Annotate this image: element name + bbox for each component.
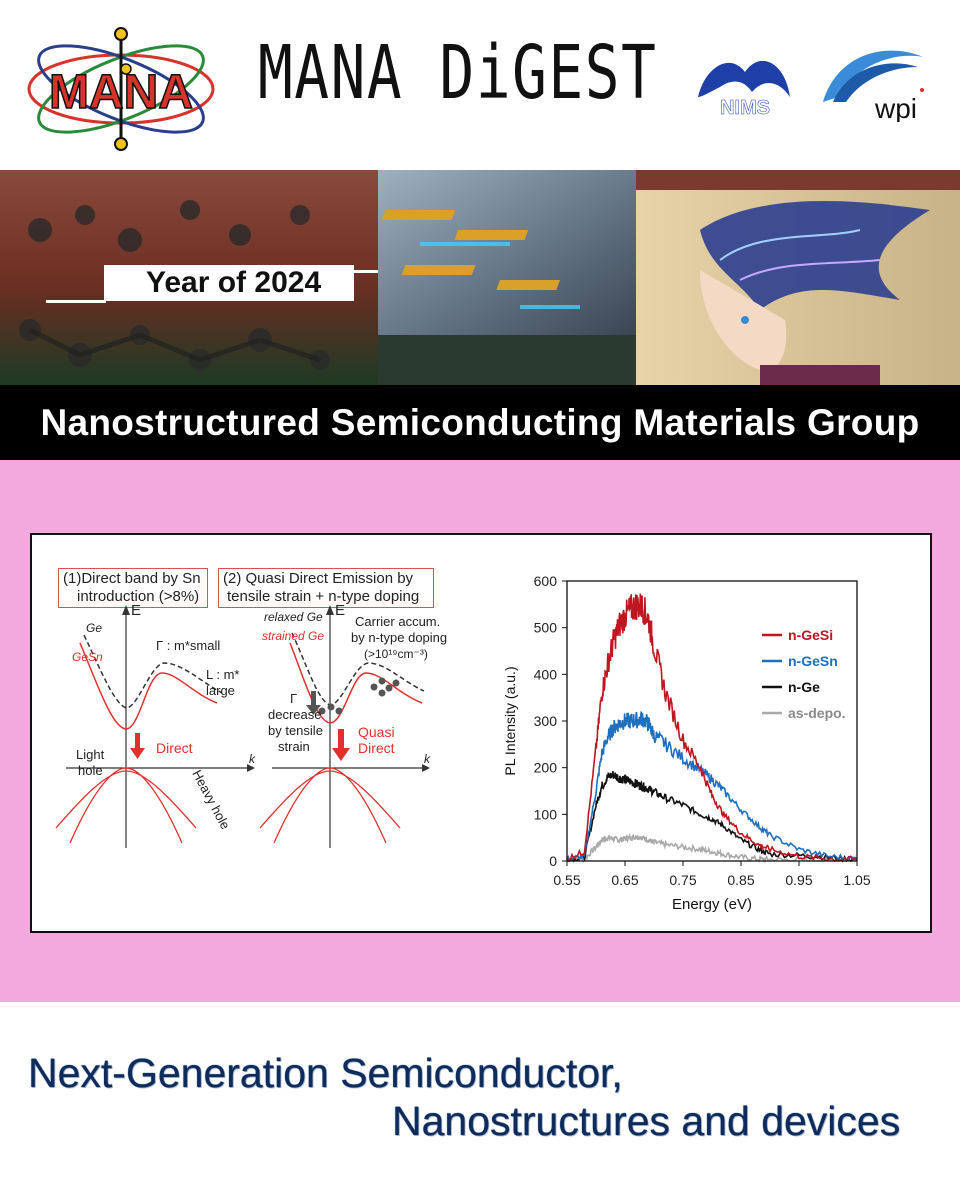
right-relaxed-band — [291, 632, 425, 706]
band-diagram: Ge GeSn E Γ : m*small L : m* large Direc… — [55, 602, 447, 848]
y-tick-label: 400 — [534, 666, 558, 682]
left-gesn-band — [79, 642, 218, 730]
right-relaxed-label: relaxed Ge — [264, 610, 323, 624]
band-label-2-line2: tensile strain + n-type doping — [227, 588, 420, 605]
svg-text:MANA: MANA — [49, 66, 193, 119]
left-direct-label: Direct — [156, 740, 193, 756]
banner-images: Year of 2024 — [0, 170, 960, 385]
right-gamma-3: by tensile — [268, 723, 323, 738]
right-gamma-1: Γ — [290, 691, 297, 706]
x-tick-label: 1.05 — [843, 872, 870, 888]
left-k-label: k — [249, 752, 256, 766]
digest-title: MANA DiGEST — [258, 30, 658, 116]
right-strained-band — [289, 642, 423, 724]
year-decor-line-right — [354, 270, 378, 273]
legend-label: n-Ge — [788, 679, 820, 695]
svg-text:NIMS: NIMS — [720, 97, 770, 119]
left-direct-arrow — [130, 748, 145, 759]
y-tick-label: 100 — [534, 806, 558, 822]
x-tick-label: 0.95 — [785, 872, 812, 888]
left-light-hole-band — [69, 767, 183, 844]
right-gamma-2: decrease — [268, 707, 321, 722]
right-e-label: E — [335, 602, 345, 619]
band-diagram-left: Ge GeSn E Γ : m*small L : m* large Direc… — [55, 602, 256, 848]
left-l-label-2: large — [206, 683, 235, 698]
left-light-hole-1: Light — [76, 747, 105, 762]
year-label: Year of 2024 — [146, 266, 322, 299]
right-quasi-2: Direct — [358, 740, 395, 756]
y-axis-label: PL Intensity (a.u.) — [502, 666, 518, 775]
legend-label: as-depo. — [788, 705, 846, 721]
series-line-n-gesn — [566, 711, 858, 862]
y-tick-label: 300 — [534, 713, 558, 729]
legend-label: n-GeSi — [788, 627, 833, 643]
right-carrier-3: (>10¹⁹cm⁻³) — [364, 647, 428, 661]
figure-box: (1)Direct band by Sn introduction (>8%) … — [30, 533, 932, 933]
banner-graphic — [0, 170, 960, 385]
right-strained-label: strained Ge — [262, 629, 324, 643]
x-tick-label: 0.65 — [611, 872, 638, 888]
band-label-1-line1: (1)Direct band by Sn — [63, 570, 201, 587]
pl-chart: 0 100 200 300 400 500 600 0.55 0.65 0.75 0.85 0.95 1… — [502, 573, 871, 913]
x-tick-label: 0.85 — [727, 872, 754, 888]
nims-logo: NIMS — [698, 60, 790, 119]
x-tick-label: 0.55 — [553, 872, 580, 888]
left-ge-label: Ge — [86, 621, 102, 635]
y-tick-label: 600 — [534, 573, 558, 589]
band-label-1-line2: introduction (>8%) — [77, 588, 200, 605]
series-line-n-ge — [566, 771, 858, 863]
band-label-2: (2) Quasi Direct Emission by tensile str… — [218, 568, 434, 608]
header: MANA MANA DiGEST NIMS wpi — [0, 0, 960, 170]
band-label-2-line1: (2) Quasi Direct Emission by — [223, 570, 414, 587]
year-decor-line-left — [46, 300, 106, 303]
left-gamma-label: Γ : m*small — [156, 638, 220, 653]
x-axis-label: Energy (eV) — [672, 896, 752, 913]
right-quasi-arrow — [332, 748, 350, 761]
left-heavy-hole-label: Heavy hole — [189, 767, 233, 831]
left-ge-band — [83, 634, 223, 709]
group-title: Nanostructured Semiconducting Materials … — [40, 402, 920, 443]
mana-logo: MANA — [27, 27, 215, 151]
right-carrier-1: Carrier accum. — [355, 614, 440, 629]
bottom-area — [0, 1002, 960, 1200]
left-l-label-1: L : m* — [206, 667, 239, 682]
right-heavy-hole-band — [259, 770, 401, 829]
left-gesn-label: GeSn — [72, 650, 103, 664]
right-quasi-1: Quasi — [358, 724, 395, 740]
series-line-n-gesi — [566, 593, 858, 863]
legend-label: n-GeSn — [788, 653, 838, 669]
y-tick-label: 200 — [534, 760, 558, 776]
right-gamma-4: strain — [278, 739, 310, 754]
right-k-label: k — [424, 752, 431, 766]
year-label-box — [104, 265, 354, 301]
x-tick-label: 0.75 — [669, 872, 696, 888]
right-carrier-dots — [318, 677, 400, 715]
footer-line-1: Next-Generation Semiconductor, — [28, 1050, 623, 1096]
group-bar: Nanostructured Semiconducting Materials … — [0, 385, 960, 460]
left-e-label: E — [131, 602, 141, 619]
y-tick-label: 500 — [534, 620, 558, 636]
band-diagram-right: relaxed Ge strained Ge E Carrier accum. … — [259, 602, 447, 848]
right-carrier-2: by n-type doping — [351, 630, 447, 645]
left-light-hole-2: hole — [78, 763, 103, 778]
band-label-1: (1)Direct band by Sn introduction (>8%) — [58, 568, 208, 608]
svg-text:wpi: wpi — [874, 93, 917, 122]
left-heavy-hole-band — [55, 770, 197, 829]
wpi-logo: wpi — [823, 50, 924, 122]
y-tick-label: 0 — [549, 853, 557, 869]
right-light-hole-band — [273, 767, 387, 844]
footer-line-2: Nanostructures and devices — [392, 1098, 901, 1144]
right-gamma-arrow — [306, 705, 321, 715]
series-line-as-depo- — [566, 832, 858, 864]
plot-frame — [566, 580, 858, 862]
